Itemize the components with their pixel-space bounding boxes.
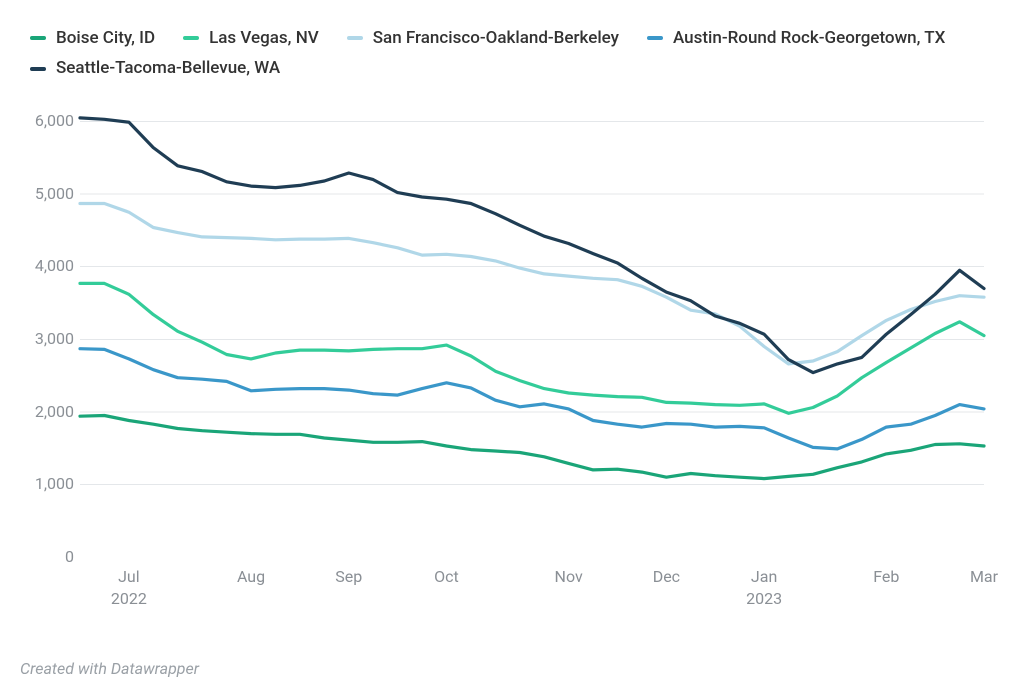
series-line (80, 283, 984, 413)
legend-swatch (30, 67, 46, 71)
legend-label: Boise City, ID (56, 28, 155, 48)
legend-item: Seattle-Tacoma-Bellevue, WA (30, 58, 280, 78)
y-axis-label: 5,000 (35, 184, 74, 203)
x-axis-label: Jul (118, 567, 140, 586)
x-axis-label: Feb (873, 567, 899, 586)
series-line (80, 203, 984, 363)
credit-line: Created with Datawrapper (20, 659, 199, 678)
y-axis-label: 0 (65, 547, 74, 566)
y-axis-label: 3,000 (35, 329, 74, 348)
legend-swatch (647, 36, 663, 40)
series-line (80, 118, 984, 373)
legend-swatch (347, 36, 363, 40)
legend: Boise City, ID Las Vegas, NV San Francisco… (20, 28, 1004, 79)
series-line (80, 348, 984, 448)
y-axis-label: 2,000 (35, 402, 74, 421)
x-axis-label: Nov (555, 567, 583, 586)
legend-item: Las Vegas, NV (183, 28, 319, 48)
x-axis-label: Dec (653, 567, 680, 586)
line-chart: 0 1,000 2,000 3,000 4,000 5,000 6,000 Jul 2022 Au… (20, 97, 1004, 637)
x-axis-year-label: 2022 (111, 589, 147, 608)
legend-item: Boise City, ID (30, 28, 155, 48)
legend-label: Austin-Round Rock-Georgetown, TX (673, 28, 945, 48)
x-axis-label: Sep (335, 567, 362, 586)
series-line (80, 415, 984, 478)
legend-item: Austin-Round Rock-Georgetown, TX (647, 28, 945, 48)
legend-label: San Francisco-Oakland-Berkeley (373, 28, 619, 48)
legend-swatch (30, 36, 46, 40)
y-axis-label: 4,000 (35, 256, 74, 275)
x-axis-label: Jan (751, 567, 777, 586)
legend-label: Seattle-Tacoma-Bellevue, WA (56, 58, 280, 78)
y-axis-label: 6,000 (35, 111, 74, 130)
x-axis-label: Aug (237, 567, 265, 586)
legend-swatch (183, 36, 199, 40)
x-axis-label: Mar (970, 567, 998, 586)
legend-item: San Francisco-Oakland-Berkeley (347, 28, 619, 48)
x-axis-label: Oct (434, 567, 459, 586)
x-axis-year-label: 2023 (746, 589, 782, 608)
y-axis-label: 1,000 (35, 474, 74, 493)
legend-label: Las Vegas, NV (209, 28, 319, 48)
